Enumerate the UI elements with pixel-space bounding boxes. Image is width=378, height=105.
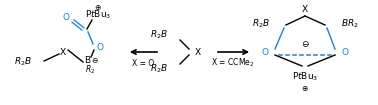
Text: $R_2B$: $R_2B$ [150,63,168,75]
Text: P$\it{t}$Bu$_3$: P$\it{t}$Bu$_3$ [85,9,111,21]
Text: $BR_2$: $BR_2$ [341,18,359,30]
Text: $\ominus$: $\ominus$ [91,56,99,64]
Text: X = CCMe$_2$: X = CCMe$_2$ [211,57,255,69]
Text: $R_2$: $R_2$ [85,64,95,76]
Text: O: O [96,43,104,51]
Text: O: O [262,47,268,56]
Text: O: O [62,12,70,22]
Text: $R_2B$: $R_2B$ [14,56,32,68]
Text: X: X [60,47,66,56]
Text: $\ominus$: $\ominus$ [301,39,309,49]
Text: X = O: X = O [132,58,154,68]
Text: $R_2B$: $R_2B$ [150,29,168,41]
Text: $\oplus$: $\oplus$ [94,3,102,12]
Text: $\oplus$: $\oplus$ [301,83,309,93]
Text: $R_2B$: $R_2B$ [252,18,270,30]
Text: O: O [341,47,349,56]
Text: B: B [84,56,90,64]
Text: P$\it{t}$Bu$_3$: P$\it{t}$Bu$_3$ [292,71,318,83]
Text: X: X [195,47,201,56]
Text: X: X [302,5,308,14]
